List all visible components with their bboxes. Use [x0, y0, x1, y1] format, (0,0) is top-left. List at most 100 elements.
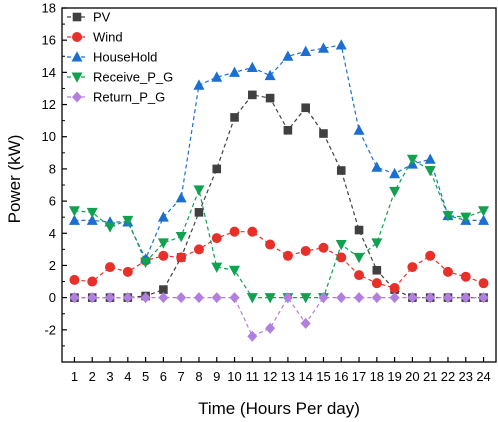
data-point — [105, 292, 116, 304]
data-point — [371, 238, 383, 249]
data-point — [354, 270, 365, 281]
data-point — [122, 215, 134, 227]
data-point — [300, 45, 312, 56]
y-tick-label: 18 — [42, 1, 56, 16]
legend-item: Return_P_G — [67, 90, 165, 105]
data-point — [460, 212, 472, 223]
data-point — [212, 164, 222, 174]
legend-label: Wind — [93, 30, 123, 45]
data-point — [478, 214, 490, 225]
legend-label: PV — [93, 10, 111, 25]
x-tick-label: 13 — [281, 369, 295, 384]
x-tick-label: 9 — [213, 369, 220, 384]
data-point — [371, 278, 382, 289]
data-point — [230, 113, 239, 122]
data-point — [158, 292, 169, 304]
series-line — [74, 158, 484, 299]
x-tick-label: 6 — [160, 369, 167, 384]
data-point — [282, 292, 293, 304]
y-tick-label: 12 — [42, 97, 56, 112]
data-point — [176, 292, 187, 304]
data-point — [122, 292, 133, 304]
data-point — [425, 292, 436, 304]
data-point — [87, 292, 98, 304]
data-point — [158, 250, 169, 261]
x-tick-label: 18 — [370, 369, 384, 384]
data-point — [478, 278, 489, 289]
x-tick-label: 3 — [106, 369, 113, 384]
legend-marker — [72, 12, 82, 22]
data-point — [389, 167, 401, 179]
data-point — [406, 154, 418, 166]
x-tick-label: 8 — [195, 369, 202, 384]
data-point — [247, 226, 258, 237]
data-point — [265, 239, 276, 250]
x-tick-label: 11 — [246, 369, 260, 384]
y-tick-label: 6 — [49, 194, 56, 209]
data-point — [425, 250, 436, 261]
data-point — [194, 208, 204, 217]
data-point — [460, 271, 471, 282]
series-receive-p-g — [68, 154, 490, 304]
legend-item: PV — [67, 10, 111, 25]
data-point — [407, 262, 418, 273]
legend-label: HouseHold — [93, 50, 157, 65]
y-tick-label: -2 — [44, 322, 56, 337]
data-point — [318, 242, 329, 253]
data-point — [389, 186, 401, 198]
data-point — [104, 222, 116, 233]
data-point — [68, 206, 80, 217]
data-point — [86, 214, 98, 225]
data-point — [68, 214, 80, 225]
y-tick-label: 16 — [42, 33, 56, 48]
data-point — [371, 292, 382, 304]
series-return-p-g — [69, 292, 489, 342]
data-point — [264, 69, 276, 81]
legend-label: Receive_P_G — [93, 70, 173, 85]
legend-marker — [72, 91, 82, 103]
data-point — [336, 166, 346, 175]
x-tick-label: 21 — [423, 369, 437, 384]
series-layer — [68, 39, 490, 342]
data-point — [442, 266, 453, 277]
data-point — [300, 317, 311, 329]
data-point — [424, 166, 436, 177]
data-point — [193, 185, 205, 196]
x-axis-title: Time (Hours Per day) — [198, 399, 360, 418]
data-point — [175, 231, 187, 243]
x-tick-label: 7 — [178, 369, 185, 384]
data-point — [211, 262, 223, 273]
data-point — [229, 226, 240, 237]
data-point — [335, 39, 347, 50]
data-point — [193, 244, 204, 255]
data-point — [246, 61, 258, 73]
data-point — [442, 211, 454, 222]
x-tick-label: 19 — [387, 369, 401, 384]
data-point — [442, 292, 453, 304]
data-point — [372, 265, 382, 275]
y-tick-label: 2 — [49, 258, 56, 273]
data-point — [69, 292, 80, 304]
data-point — [336, 292, 347, 304]
x-tick-label: 12 — [263, 369, 277, 384]
data-point — [211, 292, 222, 304]
data-point — [248, 90, 257, 100]
series-line — [74, 296, 484, 338]
data-point — [460, 292, 471, 304]
data-point — [283, 125, 293, 135]
x-tick-label: 10 — [227, 369, 241, 384]
x-tick-label: 1 — [71, 369, 78, 384]
data-point — [105, 262, 116, 273]
data-point — [211, 71, 223, 82]
data-point — [140, 257, 152, 269]
data-point — [86, 207, 98, 219]
series-line — [74, 44, 484, 261]
data-point — [176, 252, 187, 263]
legend-marker — [72, 32, 82, 42]
x-tick-label: 16 — [334, 369, 348, 384]
y-tick-label: 14 — [42, 65, 56, 80]
legend-item: Wind — [67, 30, 123, 45]
data-point — [317, 42, 329, 53]
data-point — [264, 293, 276, 304]
x-tick-label: 14 — [298, 369, 312, 384]
